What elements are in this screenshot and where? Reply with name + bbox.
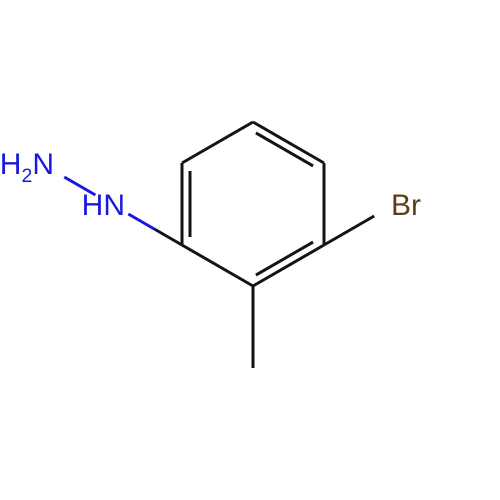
- atom-label-Br: Br: [391, 189, 421, 222]
- atom-label-N1: HN: [82, 189, 125, 222]
- bond-line: [256, 133, 313, 166]
- bond-line: [182, 245, 253, 286]
- bond-line: [256, 242, 313, 275]
- bond-line: [253, 245, 324, 286]
- bond-line: [324, 216, 374, 245]
- bond-line: [128, 214, 182, 245]
- bond-line: [182, 122, 253, 163]
- molecule-diagram: Br HN H2N: [0, 0, 500, 500]
- bond-line: [253, 122, 324, 163]
- atom-label-N2: H2N: [0, 148, 54, 187]
